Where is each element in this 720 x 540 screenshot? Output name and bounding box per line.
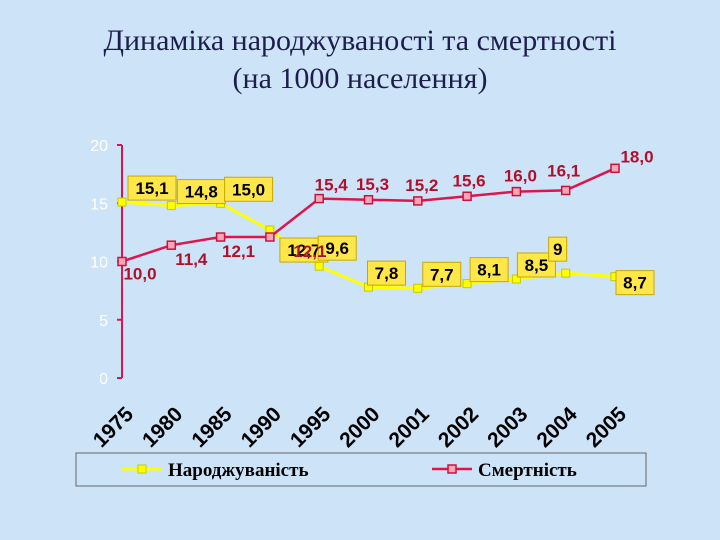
data-label-births-text: 8,1 (477, 261, 501, 280)
data-label-deaths: 11,4 (175, 250, 208, 269)
x-tick-label: 1980 (138, 403, 187, 452)
data-label-births: 8,7 (615, 270, 655, 296)
point-deaths (166, 240, 177, 250)
data-label-births-text: 8,5 (525, 256, 549, 275)
data-label-deaths: 16,0 (504, 167, 537, 186)
data-label-births-text: 14,8 (185, 183, 218, 202)
data-label-births: 9 (548, 236, 568, 262)
data-label-births-box (422, 261, 462, 287)
data-label-births-box (615, 270, 655, 296)
data-label-births-box (367, 260, 406, 286)
data-label-births: 14,8 (176, 179, 226, 205)
data-label-births-text: 15,0 (232, 180, 265, 199)
legend: Народжуваність Смертність (75, 452, 647, 487)
data-label-births: 8,1 (469, 257, 509, 283)
data-label-births-text: 12,7 (287, 241, 320, 260)
legend-label-births: Народжуваність (168, 460, 309, 481)
x-tick-label: 1985 (187, 403, 237, 453)
point-births (166, 201, 176, 211)
point-births (314, 261, 324, 271)
legend-label-deaths: Смертність (478, 460, 577, 481)
data-label-deaths: 15,4 (315, 176, 349, 195)
y-tick-label: 5 (99, 313, 108, 330)
data-label-deaths: 12,1 (222, 242, 255, 261)
x-tick-label: 2003 (483, 403, 532, 452)
data-label-births: 8,5 (516, 252, 556, 278)
data-label-births-text: 7,8 (375, 264, 399, 283)
title-line-1: Динаміка народжуваності та смертності (103, 24, 617, 57)
chart-title: Динаміка народжуваності та смертності (н… (0, 22, 720, 98)
x-tick-label: 2001 (385, 403, 435, 453)
data-label-births-box (127, 175, 177, 201)
data-label-deaths: 18,0 (620, 147, 653, 166)
data-label-deaths: 12,1 (293, 242, 326, 261)
legend-swatch-marker-births (137, 464, 147, 474)
point-deaths (610, 163, 620, 174)
title-line-2: (на 1000 населення) (232, 62, 488, 95)
x-tick-label: 2004 (532, 403, 582, 453)
legend-frame (75, 452, 647, 487)
point-births (413, 283, 423, 293)
x-tick-label: 1975 (89, 403, 139, 453)
data-label-births-box (469, 257, 509, 283)
data-label-births: 15,1 (127, 175, 177, 201)
x-tick-label: 2000 (335, 403, 384, 452)
point-births (462, 279, 472, 289)
point-deaths (117, 256, 127, 267)
point-births (561, 268, 571, 278)
point-births (117, 197, 127, 207)
data-label-births-text: 8,7 (623, 274, 647, 293)
x-tick-label: 2002 (434, 403, 483, 452)
y-tick-label: 15 (90, 196, 108, 213)
point-deaths (511, 186, 522, 197)
data-label-births: 15,0 (224, 176, 274, 202)
point-deaths (314, 193, 324, 204)
data-label-births-text: 15,1 (135, 179, 168, 198)
data-label-births: 9,6 (317, 235, 357, 261)
point-deaths (363, 195, 374, 205)
data-label-births-box (548, 236, 568, 262)
data-label-deaths: 15,2 (405, 176, 438, 195)
data-label-births-text: 9 (553, 240, 562, 259)
x-tick-label: 1990 (237, 403, 286, 452)
data-label-deaths: 10,0 (123, 265, 156, 284)
y-tick-label: 20 (90, 138, 108, 155)
point-deaths (215, 232, 226, 242)
x-tick-label: 1995 (286, 403, 336, 453)
x-tick-label: 2005 (582, 403, 632, 453)
point-births (511, 274, 521, 284)
point-deaths (265, 232, 275, 242)
data-label-births: 7,8 (367, 260, 406, 286)
point-deaths (413, 196, 423, 206)
y-tick-label: 10 (90, 255, 108, 272)
data-label-births-text: 7,7 (430, 265, 454, 284)
data-label-deaths: 15,3 (356, 175, 389, 194)
data-label-births-box (224, 176, 274, 202)
legend-swatch-marker-deaths (447, 464, 457, 474)
data-label-births-text: 9,6 (325, 239, 349, 258)
data-label-deaths: 15,6 (453, 171, 486, 190)
data-label-births-box (317, 235, 357, 261)
y-tick-label: 0 (99, 371, 108, 388)
data-label-deaths: 16,1 (547, 161, 580, 180)
data-label-births: 7,7 (422, 261, 462, 287)
point-deaths (462, 191, 472, 202)
point-deaths (560, 185, 571, 196)
